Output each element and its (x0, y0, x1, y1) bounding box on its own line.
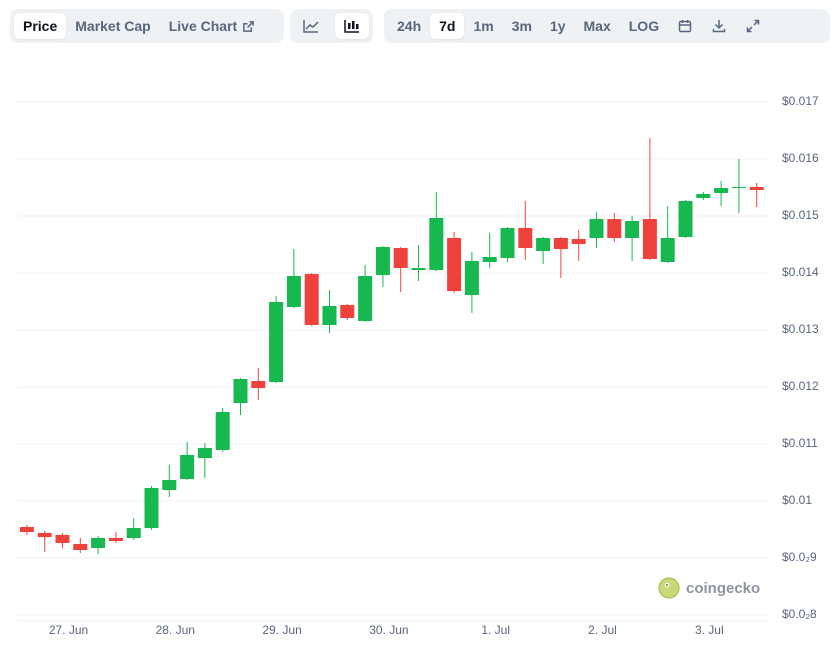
calendar-icon (678, 20, 692, 33)
candle-body (660, 238, 675, 262)
candle-body (73, 543, 88, 551)
candle-body (286, 276, 301, 307)
candle-body (215, 412, 230, 450)
candle-body (375, 247, 390, 275)
candle-icon (344, 20, 359, 33)
range-7d[interactable]: 7d (430, 13, 465, 39)
range-1m[interactable]: 1m (473, 18, 494, 34)
external-icon (243, 20, 255, 32)
candle-body (625, 221, 640, 239)
candle-body (749, 186, 764, 191)
candle-body (536, 238, 551, 251)
range-max[interactable]: Max (583, 18, 611, 34)
range-switch: 24h 7d 1m 3m 1y Max LOG (384, 9, 830, 43)
y-tick-label: $0.016 (782, 151, 819, 165)
y-tick-label: $0.014 (782, 265, 819, 279)
candle-body (251, 381, 266, 389)
gecko-logo (658, 577, 680, 599)
candle-body (126, 528, 141, 538)
candle-body (464, 260, 479, 296)
line-chart-button[interactable] (294, 13, 328, 39)
range-24h[interactable]: 24h (397, 18, 422, 34)
candle-body (393, 247, 408, 268)
candle-body (233, 379, 248, 404)
candle-body (358, 276, 373, 321)
x-tick-label: 3. Jul (695, 623, 724, 637)
live-chart-label: Live Chart (168, 18, 238, 34)
tab-market-cap[interactable]: Market Cap (75, 18, 151, 34)
candle-body (589, 219, 604, 239)
candle-body (678, 201, 693, 237)
candle-body (340, 304, 355, 318)
chart-type-switch (290, 9, 373, 43)
line-icon (303, 20, 319, 33)
y-tick-label: $0.01 (782, 493, 812, 507)
y-tick-label: $0.013 (782, 322, 819, 336)
range-3m[interactable]: 3m (511, 18, 532, 34)
x-tick-label: 27. Jun (49, 623, 88, 637)
candle-body (144, 488, 159, 529)
watermark-text: coingecko (686, 579, 761, 597)
x-tick-label: 1. Jul (481, 623, 510, 637)
candle-body (91, 537, 106, 549)
x-tick-label: 2. Jul (588, 623, 617, 637)
x-tick-label: 30. Jun (369, 623, 408, 637)
y-tick-label: $0.017 (782, 94, 819, 108)
candle-body (322, 306, 337, 325)
candle-body (518, 228, 533, 248)
candle-chart-button[interactable] (335, 13, 369, 39)
candle-body (607, 219, 622, 239)
candle-body (696, 193, 711, 198)
download-button[interactable] (702, 13, 736, 39)
candle-body (180, 455, 195, 479)
candle-body (553, 238, 568, 250)
fullscreen-button[interactable] (736, 13, 770, 39)
candle-body (482, 256, 497, 262)
y-tick-label: $0.012 (782, 379, 819, 393)
candle-body (500, 228, 515, 259)
candle-body (571, 239, 586, 244)
y-tick-label: $0.0₂9 (782, 550, 817, 564)
tab-price[interactable]: Price (14, 13, 67, 39)
candle-body (162, 480, 177, 490)
x-tick-label: 28. Jun (156, 623, 195, 637)
candle-body (197, 447, 212, 459)
y-tick-label: $0.015 (782, 208, 819, 222)
fullscreen-icon (746, 19, 760, 33)
log-toggle[interactable]: LOG (628, 18, 660, 34)
candle-body (55, 534, 70, 544)
candle-body (429, 217, 444, 270)
candle-body (19, 526, 34, 533)
candle-body (411, 267, 426, 270)
candle-body (37, 532, 52, 538)
candle-body (642, 219, 657, 259)
watermark: coingecko (658, 577, 760, 599)
calendar-button[interactable] (668, 13, 702, 39)
download-icon (712, 20, 726, 33)
y-tick-label: $0.011 (782, 436, 818, 450)
range-1y[interactable]: 1y (549, 18, 566, 34)
x-tick-label: 29. Jun (262, 623, 301, 637)
candle-body (731, 186, 746, 189)
view-switch: Price Market Cap Live Chart (10, 9, 284, 43)
candle-body (304, 274, 319, 325)
candle-body (269, 302, 284, 382)
y-tick-label: $0.0₂8 (782, 607, 817, 621)
candle-body (108, 537, 123, 542)
candle-body (447, 238, 462, 292)
candle-body (714, 188, 729, 193)
tab-live-chart[interactable]: Live Chart (160, 13, 264, 39)
